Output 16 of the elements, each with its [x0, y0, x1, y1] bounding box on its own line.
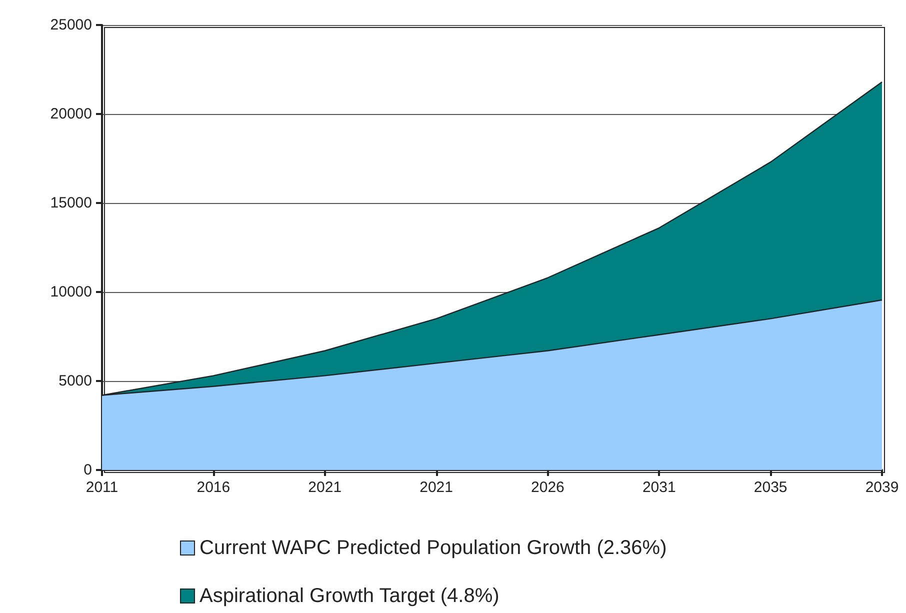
y-tick-label: 0 [84, 462, 92, 478]
y-tick-label: 10000 [50, 284, 92, 300]
x-tick-label: 2011 [86, 479, 118, 496]
x-tick-label: 2039 [865, 479, 899, 496]
x-tick-label: 2021 [308, 479, 342, 496]
legend-label: Aspirational Growth Target (4.8%) [200, 585, 500, 607]
y-tick-label: 20000 [50, 106, 92, 122]
x-tick-label: 2021 [420, 479, 453, 496]
y-tick-label: 5000 [58, 372, 92, 390]
x-tick-label: 2016 [196, 479, 230, 496]
y-tick-label: 15000 [50, 194, 92, 212]
y-tick-label: 25000 [50, 16, 92, 34]
x-tick-label: 2035 [754, 479, 788, 496]
legend-label: Current WAPC Predicted Population Growth (2.36%) [200, 537, 667, 559]
x-tick-label: 2031 [642, 479, 676, 496]
x-tick-label: 2026 [531, 479, 564, 496]
